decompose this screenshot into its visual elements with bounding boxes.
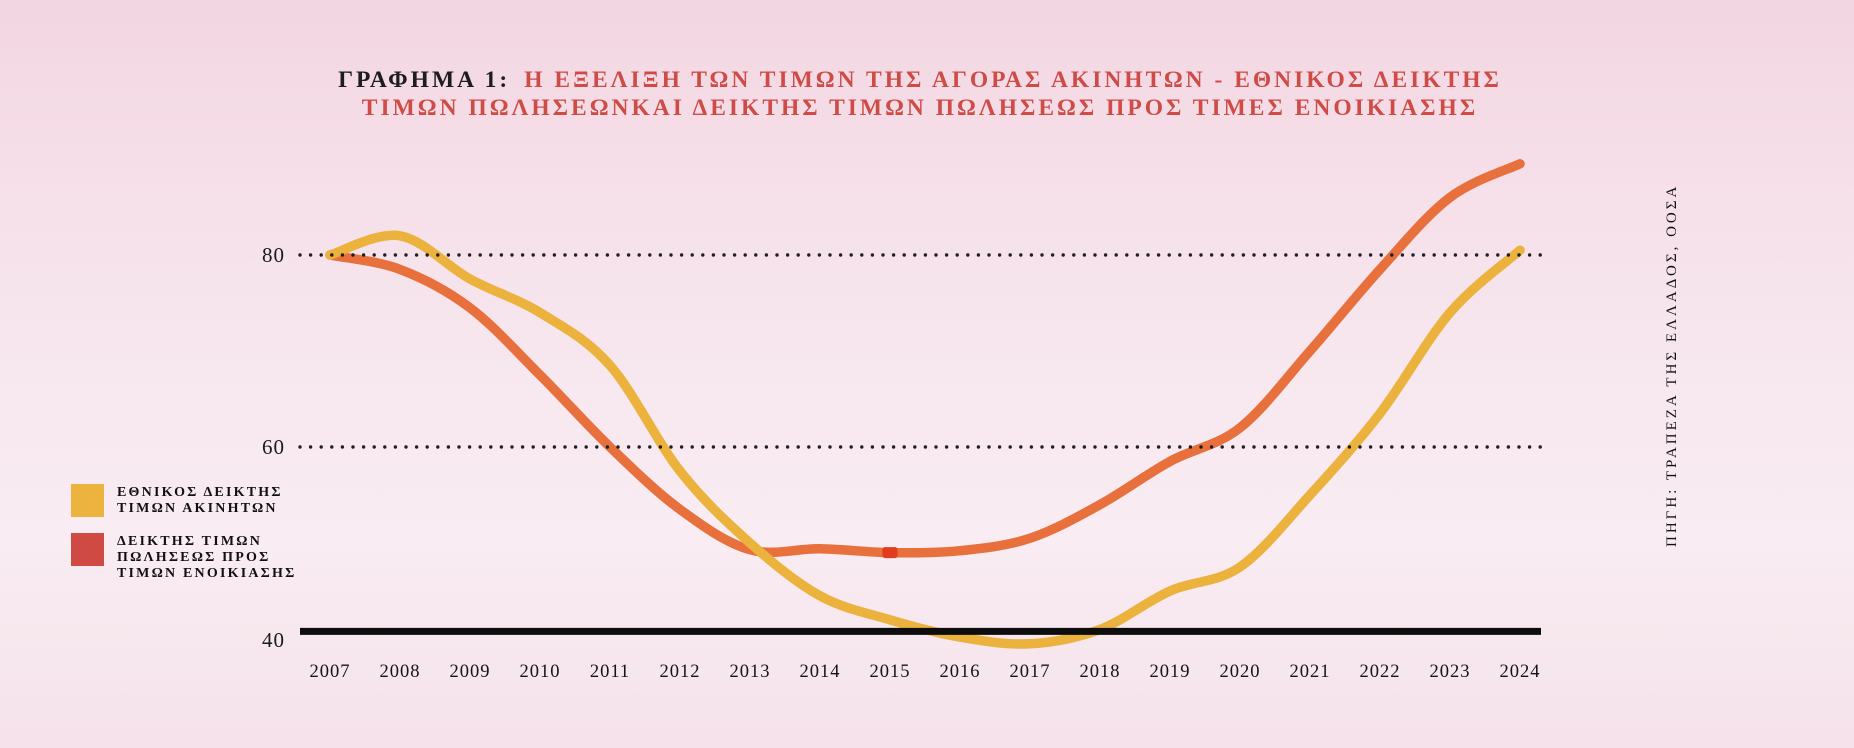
chart-title-prefix: ΓΡΑΦΗΜΑ 1: <box>338 67 511 93</box>
x-axis-tick-2014: 2014 <box>799 662 841 682</box>
marker-2015 <box>882 547 898 559</box>
x-axis-tick-2013: 2013 <box>729 662 771 682</box>
x-axis-tick-2012: 2012 <box>659 662 701 682</box>
legend-label: ΕΘΝΙΚΟΣ ΔΕΙΚΤΗΣ ΤΙΜΩΝ ΑΚΙΝΗΤΩΝ <box>117 485 283 517</box>
series-orange-line <box>325 159 1525 558</box>
source-note: ΠΗΓΗ: ΤΡΑΠΕΖΑ ΤΗΣ ΕΛΛΑΔΟΣ, ΟΟΣΑ <box>1664 183 1680 547</box>
chart-title: ΓΡΑΦΗΜΑ 1: Η ΕΞΕΛΙΞΗ ΤΩΝ ΤΙΜΩΝ ΤΗΣ ΑΓΟΡΑΣ… <box>120 66 1720 122</box>
legend-swatch-yellow <box>71 484 104 517</box>
chart-title-text: Η ΕΞΕΛΙΞΗ ΤΩΝ ΤΙΜΩΝ ΤΗΣ ΑΓΟΡΑΣ ΑΚΙΝΗΤΩΝ … <box>524 67 1502 93</box>
x-axis-tick-2019: 2019 <box>1149 662 1191 682</box>
legend-label-line: ΤΙΜΩΝ ΑΚΙΝΗΤΩΝ <box>117 500 278 516</box>
x-axis-tick-2020: 2020 <box>1219 662 1261 682</box>
x-axis-tick-2022: 2022 <box>1359 662 1401 682</box>
legend-label-line: ΤΙΜΩΝ ΕΝΟΙΚΙΑΣΗΣ <box>117 565 297 581</box>
legend-label-line: ΠΩΛΗΣΕΩΣ ΠΡΟΣ <box>117 549 271 565</box>
chart-title-line2: ΤΙΜΩΝ ΠΩΛΗΣΕΩΝΚΑΙ ΔΕΙΚΤΗΣ ΤΙΜΩΝ ΠΩΛΗΣΕΩΣ… <box>361 95 1479 121</box>
legend-label-line: ΕΘΝΙΚΟΣ ΔΕΙΚΤΗΣ <box>117 485 283 500</box>
series-yellow-line <box>325 230 1525 649</box>
x-axis-tick-2021: 2021 <box>1289 662 1331 682</box>
x-axis-tick-2011: 2011 <box>589 662 631 682</box>
legend-label: ΔΕΙΚΤΗΣ ΤΙΜΩΝ ΠΩΛΗΣΕΩΣ ΠΡΟΣ ΤΙΜΩΝ ΕΝΟΙΚΙ… <box>117 534 296 581</box>
x-axis-tick-2015: 2015 <box>869 662 911 682</box>
legend-swatch-red <box>71 533 104 566</box>
x-axis-tick-2010: 2010 <box>519 662 561 682</box>
y-axis-tick-80: 80 <box>262 243 285 267</box>
x-axis-tick-2009: 2009 <box>449 662 491 682</box>
x-axis-tick-2023: 2023 <box>1429 662 1471 682</box>
x-axis-tick-2016: 2016 <box>939 662 981 682</box>
y-axis-tick-40: 40 <box>262 628 285 652</box>
y-axis-tick-60: 60 <box>262 435 285 459</box>
x-axis-tick-2007: 2007 <box>309 662 351 682</box>
chart-title-line1: ΓΡΑΦΗΜΑ 1: Η ΕΞΕΛΙΞΗ ΤΩΝ ΤΙΜΩΝ ΤΗΣ ΑΓΟΡΑΣ… <box>120 66 1720 94</box>
legend-label-line: ΔΕΙΚΤΗΣ ΤΙΜΩΝ <box>117 534 263 549</box>
x-axis-tick-2024: 2024 <box>1499 662 1541 682</box>
x-axis-tick-2017: 2017 <box>1009 662 1051 682</box>
x-axis-tick-2018: 2018 <box>1079 662 1121 682</box>
x-axis-tick-2008: 2008 <box>379 662 421 682</box>
